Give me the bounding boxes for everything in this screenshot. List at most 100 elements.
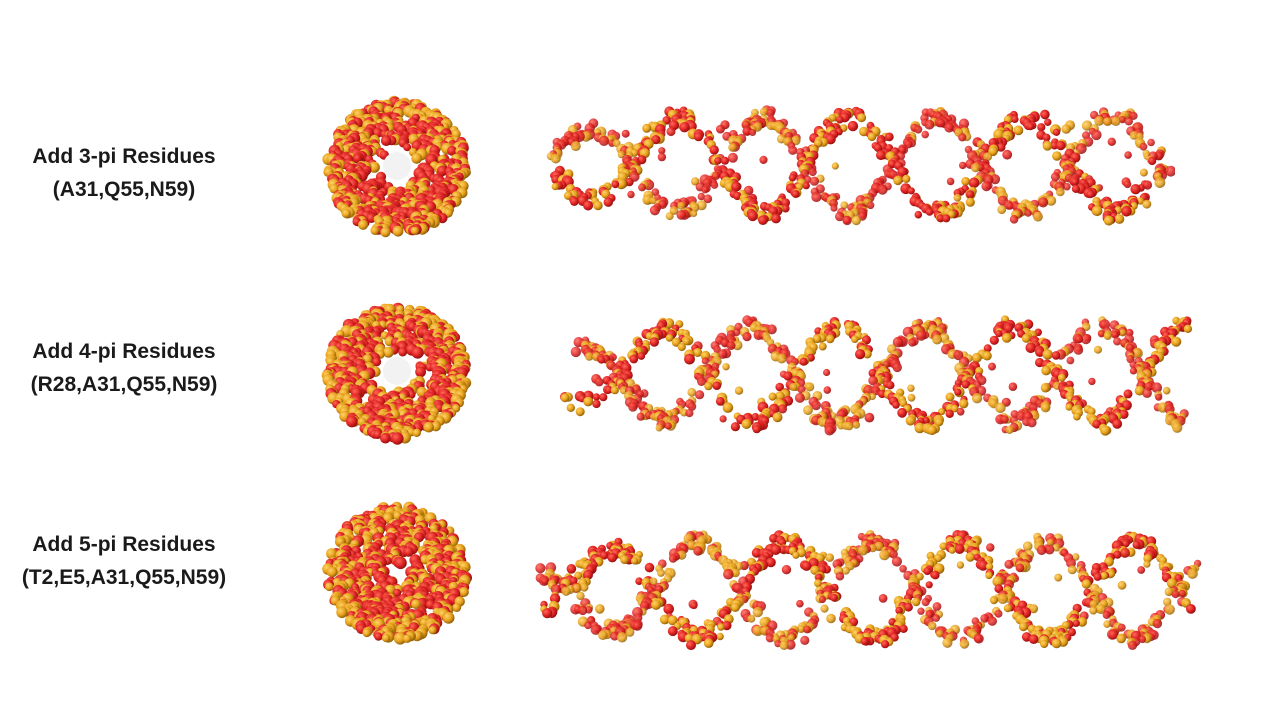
red-atom <box>578 605 588 616</box>
red-atom <box>658 147 666 155</box>
gold-atom <box>983 152 993 161</box>
red-atom <box>1093 572 1102 581</box>
red-atom <box>1121 206 1132 217</box>
red-atom <box>1129 111 1138 120</box>
gold-atom <box>893 175 903 186</box>
gold-atom <box>982 351 992 361</box>
red-atom <box>1024 209 1032 217</box>
red-atom <box>541 577 549 585</box>
red-atom <box>607 552 618 563</box>
red-atom <box>802 181 810 190</box>
gold-atom <box>927 425 937 436</box>
red-atom <box>862 335 871 345</box>
gold-atom <box>841 566 850 575</box>
gold-atom <box>844 421 854 431</box>
red-atom <box>566 564 577 574</box>
red-atom <box>569 197 579 206</box>
gold-atom <box>655 424 663 432</box>
red-atom <box>801 561 812 571</box>
gold-atom <box>956 561 965 569</box>
gold-atom <box>704 381 713 391</box>
red-atom <box>873 143 882 152</box>
red-atom <box>860 637 869 646</box>
gold-atom <box>985 563 994 571</box>
red-atom <box>796 599 804 608</box>
red-atom <box>1186 604 1196 614</box>
gold-atom <box>950 404 959 413</box>
gold-atom <box>593 200 603 211</box>
red-atom <box>1086 190 1095 199</box>
gold-atom <box>595 604 605 614</box>
red-atom <box>977 560 989 571</box>
gold-atom <box>959 639 970 649</box>
red-atom <box>592 393 601 401</box>
row-5pi: Add 5-pi Residues (T2,E5,A31,Q55,N59) <box>0 490 1280 690</box>
red-atom <box>766 557 776 568</box>
red-atom <box>693 546 703 556</box>
red-atom <box>1132 540 1141 549</box>
red-atom <box>717 349 728 359</box>
gold-atom <box>1134 385 1145 396</box>
red-atom <box>710 181 719 189</box>
gold-atom <box>620 555 629 564</box>
gold-atom <box>370 226 380 235</box>
gold-atom <box>1103 215 1114 226</box>
red-atom <box>886 381 895 390</box>
red-atom <box>1050 172 1060 182</box>
gold-atom <box>851 335 859 343</box>
red-atom <box>924 119 935 130</box>
gold-atom <box>392 225 404 237</box>
red-atom <box>842 215 852 226</box>
red-atom <box>981 181 992 192</box>
gold-atom <box>687 387 697 397</box>
gold-atom <box>879 549 890 561</box>
red-atom <box>987 616 997 626</box>
red-atom <box>914 125 923 134</box>
red-atom <box>811 191 822 203</box>
gold-atom <box>927 621 937 631</box>
red-atom <box>1137 566 1146 574</box>
red-atom <box>847 120 859 132</box>
gold-atom <box>617 150 626 159</box>
red-atom <box>590 624 602 635</box>
gold-atom <box>1166 578 1177 589</box>
gold-atom <box>560 393 570 403</box>
gold-atom <box>442 611 455 624</box>
red-atom <box>1040 110 1050 120</box>
red-atom <box>1130 184 1141 195</box>
red-atom <box>968 177 980 189</box>
gold-atom <box>1172 422 1183 433</box>
gold-atom <box>965 197 975 207</box>
gold-atom <box>1143 554 1153 563</box>
gold-atom <box>1081 120 1093 131</box>
red-atom <box>925 581 933 589</box>
row-label: Add 3-pi Residues (A31,Q55,N59) <box>0 140 248 206</box>
red-atom <box>723 568 734 580</box>
red-atom <box>1071 184 1080 193</box>
red-atom <box>1074 335 1084 344</box>
gold-atom <box>805 382 815 392</box>
gold-atom <box>914 422 926 434</box>
red-atom <box>1112 419 1123 429</box>
red-atom <box>1102 610 1111 619</box>
gold-atom <box>1018 622 1028 632</box>
gold-atom <box>1117 580 1127 590</box>
red-atom <box>748 128 757 137</box>
gold-atom <box>1094 116 1105 126</box>
gold-atom <box>665 334 674 342</box>
row-residues: (T2,E5,A31,Q55,N59) <box>21 566 227 589</box>
red-atom <box>961 380 970 389</box>
gold-atom <box>772 412 783 423</box>
red-atom <box>1035 347 1045 357</box>
red-atom <box>836 115 844 124</box>
gold-atom <box>840 201 849 210</box>
gold-atom <box>336 606 348 619</box>
gold-atom <box>326 548 338 560</box>
red-atom <box>1138 635 1147 644</box>
red-atom <box>803 175 812 184</box>
red-atom <box>908 338 917 347</box>
red-atom <box>1152 618 1163 629</box>
red-atom <box>1015 563 1025 573</box>
red-atom <box>777 404 788 414</box>
gold-atom <box>717 623 725 631</box>
